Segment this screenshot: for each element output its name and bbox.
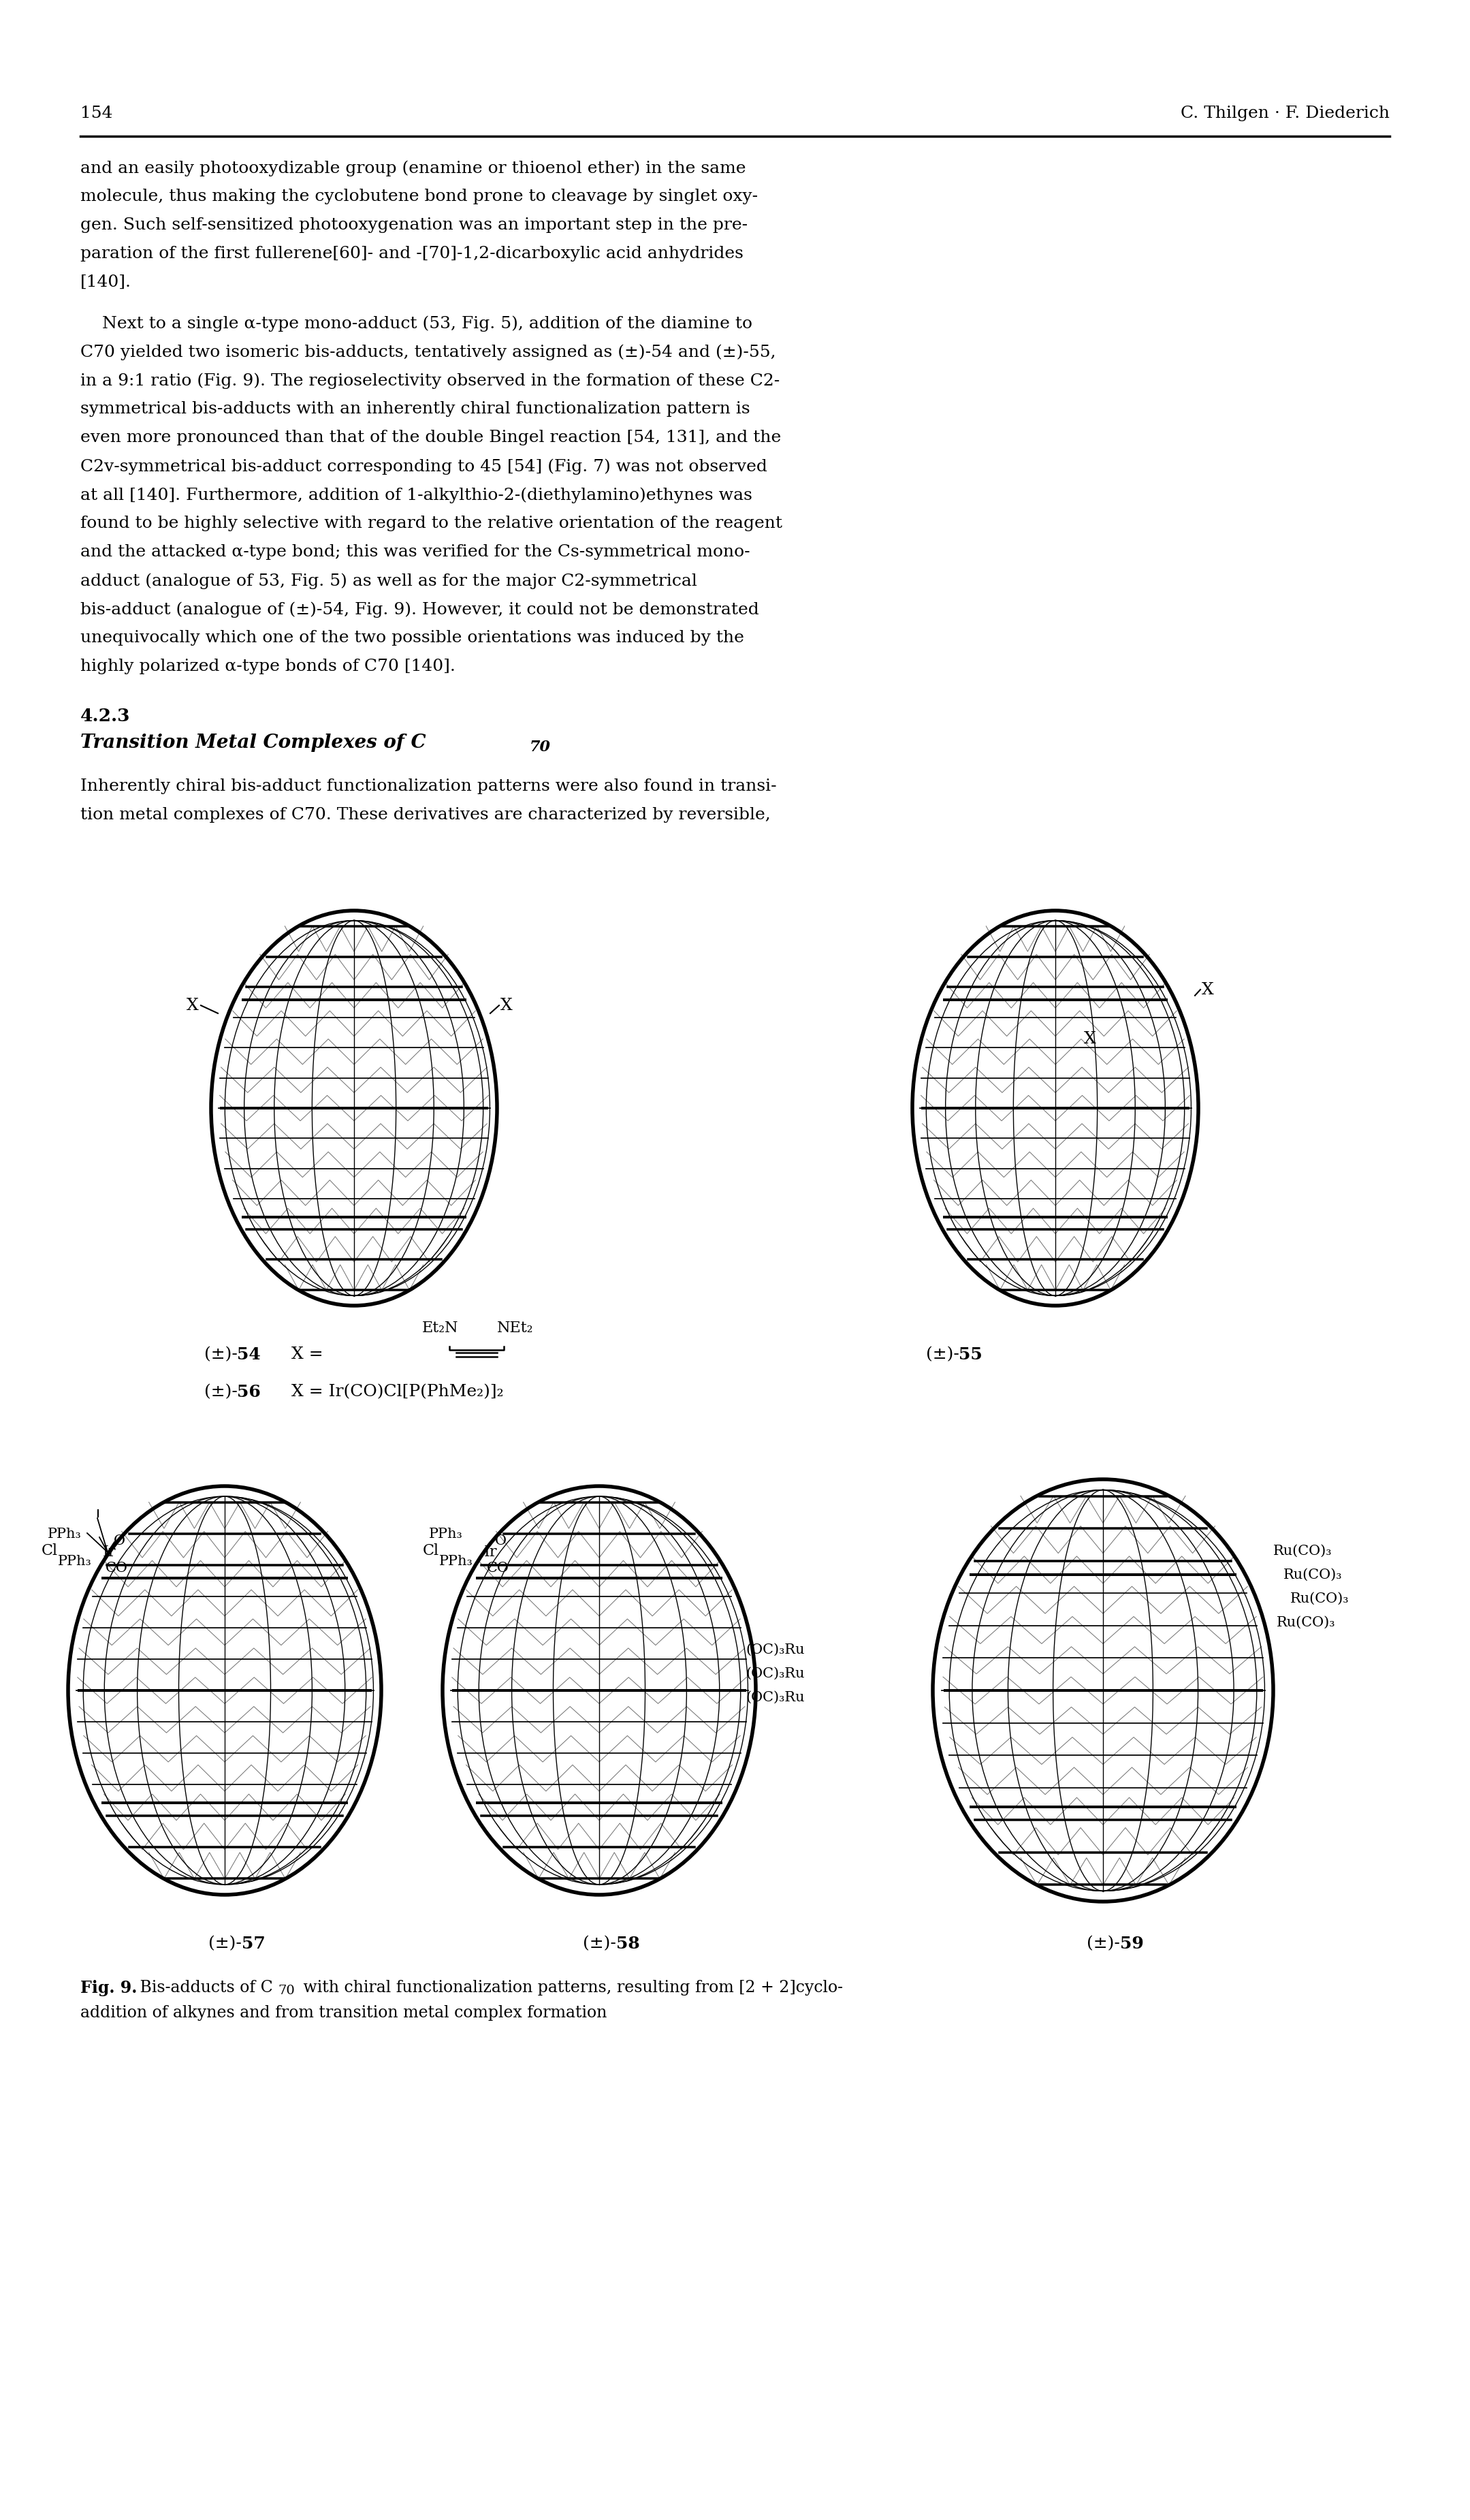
Text: even more pronounced than that of the double Bingel reaction [54, 131], and the: even more pronounced than that of the do… xyxy=(81,431,781,446)
Text: symmetrical bis-adducts with an inherently chiral functionalization pattern is: symmetrical bis-adducts with an inherent… xyxy=(81,401,750,416)
Text: addition of alkynes and from transition metal complex formation: addition of alkynes and from transition … xyxy=(81,2006,607,2021)
Text: O: O xyxy=(113,1535,125,1547)
Text: PPh₃: PPh₃ xyxy=(57,1555,93,1567)
Text: 57: 57 xyxy=(241,1935,266,1953)
Text: molecule, thus making the cyclobutene bond prone to cleavage by singlet oxy-: molecule, thus making the cyclobutene bo… xyxy=(81,189,759,204)
Text: Ir: Ir xyxy=(103,1545,116,1560)
Text: Next to a single α-type mono-adduct (53, Fig. 5), addition of the diamine to: Next to a single α-type mono-adduct (53,… xyxy=(81,315,753,330)
Text: X = Ir(CO)Cl[P(PhMe₂)]₂: X = Ir(CO)Cl[P(PhMe₂)]₂ xyxy=(269,1383,504,1399)
Ellipse shape xyxy=(212,910,497,1305)
Text: (OC)₃Ru: (OC)₃Ru xyxy=(745,1643,804,1656)
Text: bis-adduct (analogue of (±)-54, Fig. 9). However, it could not be demonstrated: bis-adduct (analogue of (±)-54, Fig. 9).… xyxy=(81,602,759,617)
Text: Cl: Cl xyxy=(423,1542,440,1557)
Text: (±)-: (±)- xyxy=(204,1346,238,1363)
Text: unequivocally which one of the two possible orientations was induced by the: unequivocally which one of the two possi… xyxy=(81,630,744,645)
Text: 70: 70 xyxy=(278,1986,294,1996)
Text: X: X xyxy=(1202,983,1214,998)
Text: (OC)₃Ru: (OC)₃Ru xyxy=(745,1691,804,1704)
Text: paration of the first fullerene[60]- and -[70]-1,2-dicarboxylic acid anhydrides: paration of the first fullerene[60]- and… xyxy=(81,247,744,262)
Text: C2v-symmetrical bis-adduct corresponding to 45 [54] (Fig. 7) was not observed: C2v-symmetrical bis-adduct corresponding… xyxy=(81,459,767,474)
Text: C. Thilgen · F. Diederich: C. Thilgen · F. Diederich xyxy=(1180,106,1389,121)
Text: Ru(CO)₃: Ru(CO)₃ xyxy=(1273,1545,1332,1557)
Text: Inherently chiral bis-adduct functionalization patterns were also found in trans: Inherently chiral bis-adduct functionali… xyxy=(81,779,776,794)
Text: Ru(CO)₃: Ru(CO)₃ xyxy=(1283,1567,1342,1580)
Text: [140].: [140]. xyxy=(81,275,131,290)
Text: 54: 54 xyxy=(237,1346,260,1363)
Text: X =: X = xyxy=(269,1346,323,1363)
Ellipse shape xyxy=(913,910,1198,1305)
Text: gen. Such self-sensitized photooxygenation was an important step in the pre-: gen. Such self-sensitized photooxygenati… xyxy=(81,217,748,232)
Text: 4.2.3: 4.2.3 xyxy=(81,708,131,726)
Text: Ir: Ir xyxy=(484,1545,497,1560)
Text: in a 9:1 ratio (Fig. 9). The regioselectivity observed in the formation of these: in a 9:1 ratio (Fig. 9). The regioselect… xyxy=(81,373,779,388)
Ellipse shape xyxy=(68,1487,381,1895)
Ellipse shape xyxy=(933,1479,1273,1903)
Text: X: X xyxy=(500,998,513,1013)
Text: tion metal complexes of C70. These derivatives are characterized by reversible,: tion metal complexes of C70. These deriv… xyxy=(81,806,770,822)
Text: CO: CO xyxy=(487,1562,509,1575)
Text: adduct (analogue of 53, Fig. 5) as well as for the major C2-symmetrical: adduct (analogue of 53, Fig. 5) as well … xyxy=(81,572,697,590)
Text: at all [140]. Furthermore, addition of 1-alkylthio-2-(diethylamino)ethynes was: at all [140]. Furthermore, addition of 1… xyxy=(81,486,753,504)
Text: PPh₃: PPh₃ xyxy=(49,1527,82,1540)
Text: 56: 56 xyxy=(237,1383,260,1401)
Text: with chiral functionalization patterns, resulting from [2 + 2]cyclo-: with chiral functionalization patterns, … xyxy=(298,1981,842,1996)
Text: O: O xyxy=(494,1535,506,1547)
Text: 59: 59 xyxy=(1120,1935,1144,1953)
Text: CO: CO xyxy=(106,1562,128,1575)
Text: Ru(CO)₃: Ru(CO)₃ xyxy=(1291,1593,1349,1605)
Ellipse shape xyxy=(442,1487,756,1895)
Text: PPh₃: PPh₃ xyxy=(440,1555,473,1567)
Text: C70 yielded two isomeric bis-adducts, tentatively assigned as (±)-54 and (±)-55,: C70 yielded two isomeric bis-adducts, te… xyxy=(81,343,776,360)
Text: Et₂N: Et₂N xyxy=(422,1320,459,1336)
Text: X: X xyxy=(1083,1031,1097,1046)
Text: NEt₂: NEt₂ xyxy=(497,1320,534,1336)
Text: (±)-: (±)- xyxy=(1086,1935,1120,1950)
Text: (±)-: (±)- xyxy=(209,1935,241,1950)
Text: and the attacked α-type bond; this was verified for the Cs-symmetrical mono-: and the attacked α-type bond; this was v… xyxy=(81,544,750,559)
Text: (±)-: (±)- xyxy=(204,1383,238,1399)
Text: Bis-adducts of C: Bis-adducts of C xyxy=(135,1981,273,1996)
Text: (±)-: (±)- xyxy=(926,1346,960,1363)
Text: and an easily photooxydizable group (enamine or thioenol ether) in the same: and an easily photooxydizable group (ena… xyxy=(81,161,745,176)
Text: Transition Metal Complexes of C: Transition Metal Complexes of C xyxy=(81,733,426,751)
Text: 70: 70 xyxy=(529,741,551,753)
Text: found to be highly selective with regard to the relative orientation of the reag: found to be highly selective with regard… xyxy=(81,517,782,532)
Text: Fig. 9.: Fig. 9. xyxy=(81,1981,137,1996)
Text: Cl: Cl xyxy=(41,1542,57,1557)
Text: highly polarized α-type bonds of C70 [140].: highly polarized α-type bonds of C70 [14… xyxy=(81,658,456,675)
Text: 55: 55 xyxy=(958,1346,982,1363)
Text: Ru(CO)₃: Ru(CO)₃ xyxy=(1276,1615,1336,1628)
Text: X: X xyxy=(187,998,198,1013)
Text: 58: 58 xyxy=(616,1935,639,1953)
Text: (OC)₃Ru: (OC)₃Ru xyxy=(745,1666,804,1681)
Text: 154: 154 xyxy=(81,106,113,121)
Text: PPh₃: PPh₃ xyxy=(429,1527,463,1540)
Text: (±)-: (±)- xyxy=(582,1935,616,1950)
